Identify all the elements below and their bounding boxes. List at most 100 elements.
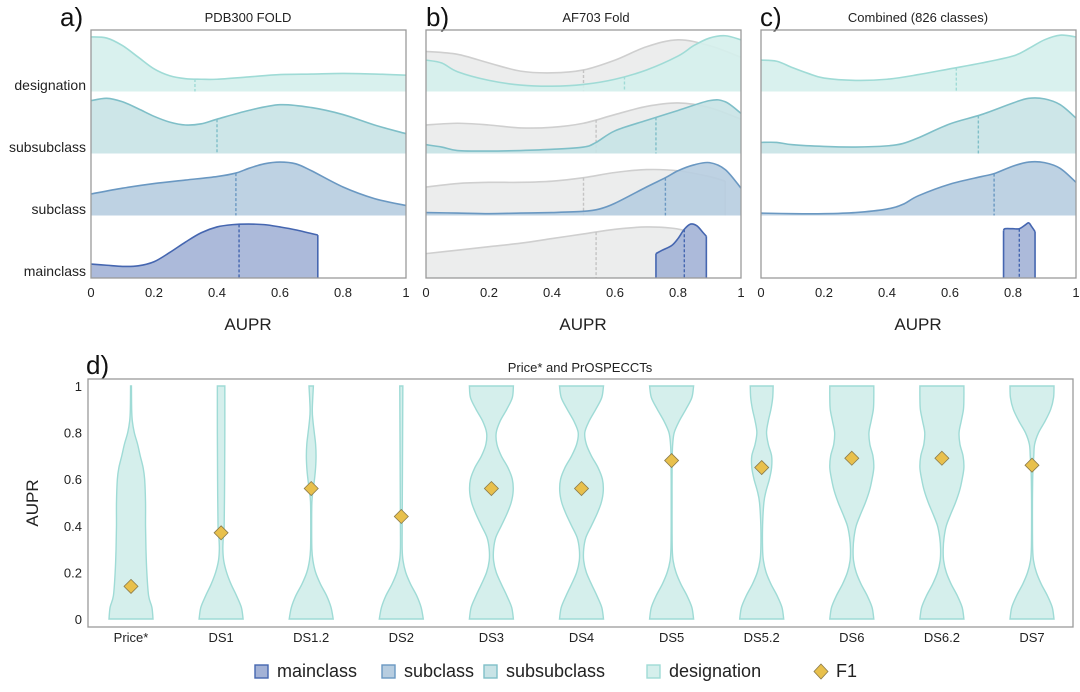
x-tick-label: 1 — [402, 285, 409, 300]
x-tick-label: 0.4 — [543, 285, 561, 300]
x-tick-label: 0.8 — [669, 285, 687, 300]
panel-b-xticks: 0 0.2 0.4 0.6 0.8 1 — [422, 285, 744, 300]
ridge-subsubclass — [425, 99, 742, 155]
panel-b-af703-fold: b) AF703 Fold 0 0.2 0.4 0.6 0.8 1 AUPR — [422, 2, 744, 334]
designation-density-curve — [425, 34, 742, 88]
mainclass-density-area — [655, 223, 707, 278]
violin-DS4 — [558, 385, 605, 620]
x-tick-label: 0 — [87, 285, 94, 300]
panel-b-title: AF703 Fold — [562, 10, 629, 25]
ridge-subclass — [90, 161, 407, 217]
violin-DS3 — [468, 385, 515, 620]
legend-swatch-subsubclass — [483, 664, 498, 679]
x-tick-label: DS3 — [479, 630, 504, 645]
mainclass-baseline-curve — [425, 226, 685, 255]
panel-b-label: b) — [426, 2, 449, 32]
x-tick-label: 0.4 — [878, 285, 896, 300]
ridge-mainclass — [425, 223, 741, 279]
f1-marker-DS1 — [213, 525, 229, 541]
violin-body-DS6 — [828, 385, 875, 620]
legend-item-designation: designation — [646, 661, 761, 681]
x-tick-label: 0.2 — [145, 285, 163, 300]
violin-body-DS4 — [558, 385, 605, 620]
row-label-subsubclass: subsubclass — [9, 139, 86, 155]
x-tick-label: 1 — [737, 285, 744, 300]
ridge-subsubclass — [760, 97, 1077, 155]
violin-Price* — [108, 385, 154, 620]
f1-marker-DS1.2 — [303, 480, 319, 497]
subsubclass-density-area — [761, 97, 1076, 154]
violin-DS5.2 — [738, 385, 785, 620]
ridge-designation — [90, 36, 407, 93]
violin-DS1.2 — [288, 385, 335, 620]
subclass-density-area — [761, 161, 1076, 216]
legend-item-subclass: subclass — [381, 661, 474, 681]
legend-label-mainclass: mainclass — [277, 661, 357, 681]
x-tick-label: DS5 — [659, 630, 684, 645]
mainclass-density-curve — [90, 223, 318, 268]
violin-body-DS5.2 — [738, 385, 785, 620]
x-tick-label: DS5.2 — [744, 630, 780, 645]
panel-c-xlabel: AUPR — [894, 315, 941, 334]
designation-density-curve — [760, 34, 1077, 82]
panel-a-pdb300-fold: a) PDB300 FOLD 0 0.2 0.4 0.6 0.8 1 designatio… — [9, 2, 410, 334]
panel-d-frame — [87, 378, 1074, 628]
f1-marker-DS3 — [483, 480, 499, 497]
ridge-subclass — [760, 160, 1077, 217]
f1-marker-DS5.2 — [754, 459, 770, 476]
row-label-designation: designation — [14, 77, 86, 93]
ridge-designation — [425, 34, 742, 93]
legend-item-subsubclass: subsubclass — [483, 661, 605, 681]
y-tick-label: 0.8 — [64, 426, 82, 441]
row-label-mainclass: mainclass — [24, 263, 86, 279]
subclass-density-curve — [90, 161, 407, 207]
legend-item-f1: F1 — [813, 661, 857, 681]
x-tick-label: DS1.2 — [293, 630, 329, 645]
violin-body-DS6.2 — [919, 385, 965, 620]
panel-b-frame — [425, 29, 742, 279]
panel-d-ylabel: AUPR — [23, 479, 42, 526]
ridge-mainclass — [761, 222, 1076, 279]
violin-DS6.2 — [919, 385, 965, 620]
row-label-subclass: subclass — [32, 201, 86, 217]
violin-body-DS2 — [378, 385, 425, 620]
panel-c-frame — [760, 29, 1077, 279]
subsubclass-density-curve — [760, 97, 1077, 148]
x-tick-label: 0.8 — [1004, 285, 1022, 300]
panel-a-xticks: 0 0.2 0.4 0.6 0.8 1 — [87, 285, 409, 300]
panel-d-xticks: Price* DS1 DS1.2 DS2 DS3 DS4 DS5 DS5.2 DS6 DS6.2 D… — [114, 630, 1045, 645]
legend-diamond-icon — [813, 663, 829, 680]
x-tick-label: 0 — [757, 285, 764, 300]
legend-item-mainclass: mainclass — [254, 661, 357, 681]
f1-marker-DS6.2 — [934, 450, 950, 466]
y-tick-label: 0.4 — [64, 519, 82, 534]
x-tick-label: 0.8 — [334, 285, 352, 300]
subclass-density-area — [91, 162, 406, 216]
ridge-designation — [760, 34, 1077, 93]
f1-marker-DS4 — [573, 480, 590, 497]
violin-DS5 — [648, 385, 695, 620]
subclass-density-curve — [760, 160, 1077, 215]
f1-marker-DS2 — [393, 508, 409, 525]
subsubclass-density-curve — [90, 97, 407, 135]
panel-d-label: d) — [86, 350, 109, 380]
x-tick-label: 0.4 — [208, 285, 226, 300]
designation-density-area — [91, 36, 406, 92]
subclass-density-area — [426, 162, 741, 216]
legend-swatch-mainclass — [254, 664, 269, 679]
subsubclass-density-area — [91, 98, 406, 154]
violin-body-Price* — [108, 385, 154, 620]
x-tick-label: DS6 — [839, 630, 864, 645]
panel-c-label: c) — [760, 2, 782, 32]
x-tick-label: 0.6 — [606, 285, 624, 300]
x-tick-label: 1 — [1072, 285, 1079, 300]
y-tick-label: 1 — [75, 379, 82, 394]
subsubclass-baseline-curve — [425, 102, 742, 129]
subsubclass-density-area — [426, 99, 741, 154]
x-tick-label: DS6.2 — [924, 630, 960, 645]
panel-d-yticks: 0 0.2 0.4 0.6 0.8 1 — [64, 379, 82, 627]
violin-DS6 — [828, 385, 875, 620]
x-tick-label: DS1 — [208, 630, 233, 645]
ridge-mainclass — [90, 223, 406, 279]
